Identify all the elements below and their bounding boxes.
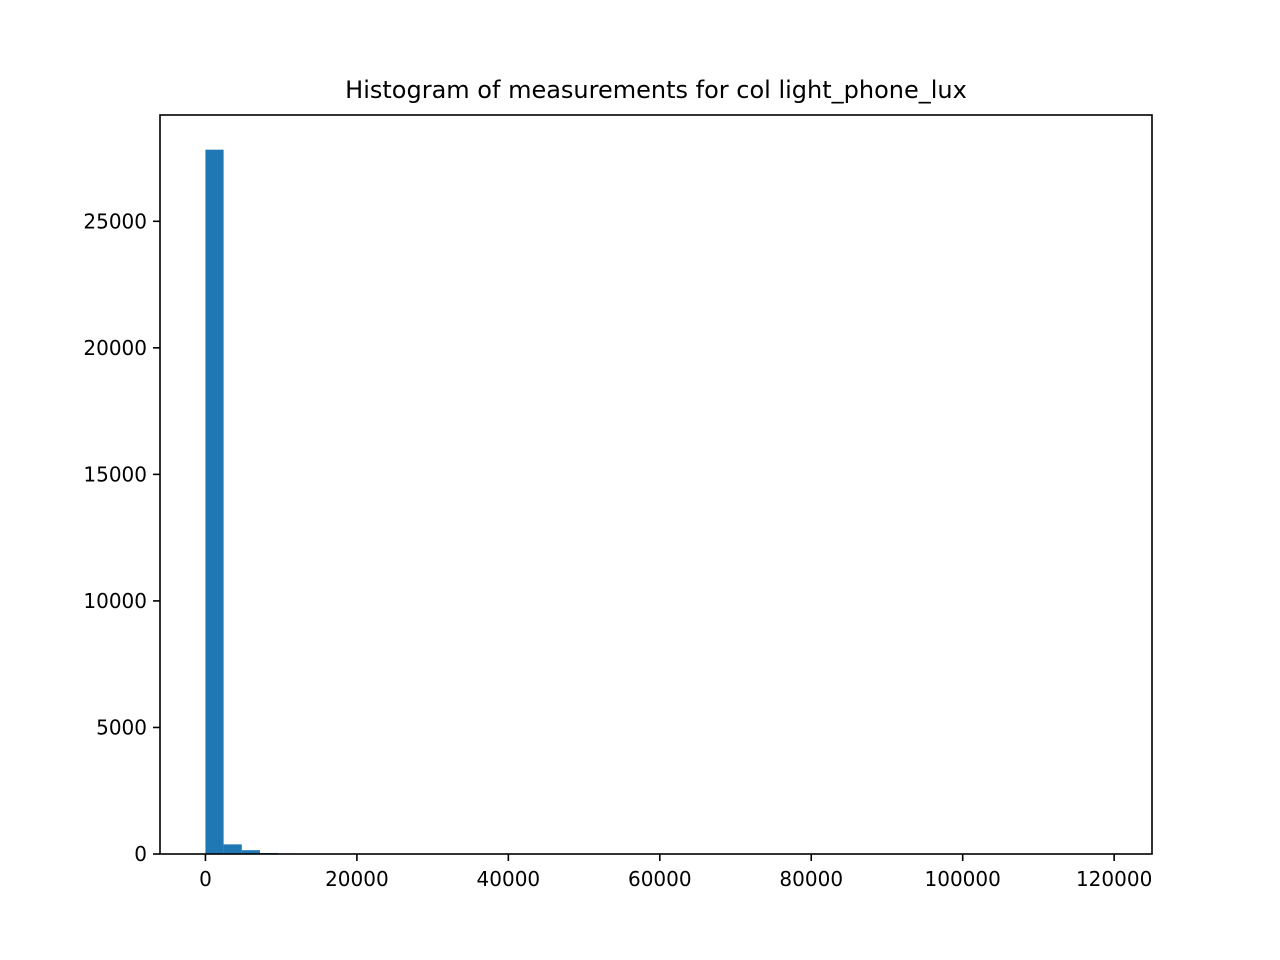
y-axis-ticks: 0 5000 10000 15000 20000 25000 xyxy=(83,209,160,866)
x-tick-label: 0 xyxy=(199,867,212,891)
x-tick-label: 40000 xyxy=(477,867,541,891)
histogram-bar xyxy=(223,844,242,854)
x-tick-label: 60000 xyxy=(628,867,692,891)
x-tick-label: 80000 xyxy=(779,867,843,891)
y-tick-label: 20000 xyxy=(83,336,147,360)
x-tick-label: 120000 xyxy=(1076,867,1152,891)
y-tick-label: 25000 xyxy=(83,209,147,233)
histogram-bar xyxy=(241,850,260,854)
y-tick-label: 5000 xyxy=(96,715,147,739)
y-tick-label: 10000 xyxy=(83,589,147,613)
histogram-bar xyxy=(205,149,224,855)
x-tick-label: 20000 xyxy=(325,867,389,891)
axes-frame xyxy=(159,114,1153,855)
y-tick-label: 0 xyxy=(134,842,147,866)
chart-title: Histogram of measurements for col light_… xyxy=(345,76,967,104)
y-tick-label: 15000 xyxy=(83,462,147,486)
x-axis-ticks: 0 20000 40000 60000 80000 100000 120000 xyxy=(199,854,1152,891)
x-tick-label: 100000 xyxy=(925,867,1001,891)
